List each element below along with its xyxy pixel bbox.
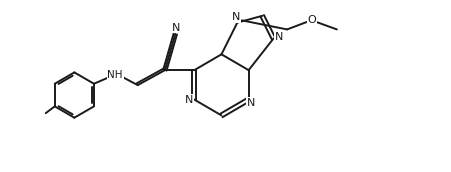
Text: O: O [307,15,316,25]
Text: NH: NH [107,70,123,80]
Text: N: N [231,12,239,22]
Text: N: N [184,95,193,105]
Text: N: N [171,23,179,33]
Text: N: N [246,98,254,108]
Text: N: N [275,32,283,42]
